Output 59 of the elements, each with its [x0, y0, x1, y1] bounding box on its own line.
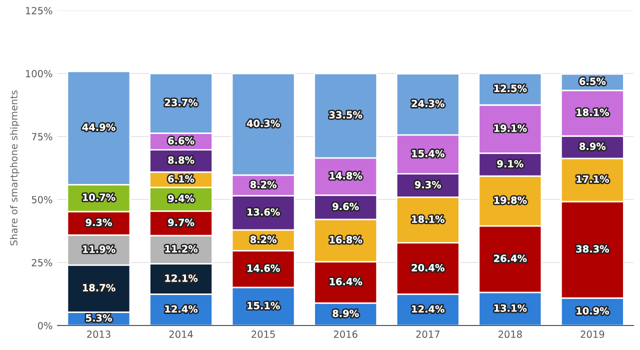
data-label: 18.1% [412, 216, 444, 223]
data-label: 8.9% [580, 142, 606, 150]
x-tick-label: 2016 [334, 330, 358, 338]
data-label: 9.1% [497, 160, 524, 168]
data-label: 10.9% [576, 307, 610, 315]
data-label: 5.3% [86, 314, 112, 322]
data-label: 13.6% [248, 208, 280, 216]
y-tick-label: 100% [26, 70, 52, 78]
data-label: 16.4% [330, 278, 362, 286]
x-tick-label: 2015 [252, 330, 275, 338]
data-label: 12.4% [165, 305, 198, 313]
data-label: 12.5% [494, 84, 527, 92]
x-tick-label: 2017 [416, 330, 440, 338]
data-label: 9.3% [86, 218, 112, 226]
data-label: 8.9% [332, 310, 359, 318]
data-label: 23.7% [164, 98, 198, 106]
data-label: 6.1% [168, 175, 194, 183]
data-label: 38.3% [576, 245, 610, 253]
data-label: 9.4% [168, 194, 194, 202]
data-label: 16.8% [330, 236, 362, 244]
data-label: 24.3% [412, 100, 444, 108]
data-label: 18.7% [82, 284, 116, 292]
x-tick-label: 2014 [169, 330, 193, 338]
data-label: 26.4% [494, 254, 527, 262]
data-label: 11.9% [82, 245, 116, 253]
y-tick-label: 75% [32, 132, 52, 140]
data-label: 9.6% [332, 202, 359, 210]
data-label: 15.4% [412, 150, 444, 158]
data-label: 13.1% [494, 304, 527, 312]
data-label: 9.7% [168, 218, 194, 226]
x-tick-label: 2013 [87, 330, 110, 338]
data-label: 19.8% [494, 196, 527, 204]
data-label: 20.4% [412, 264, 444, 272]
data-label: 19.1% [494, 124, 527, 132]
y-tick-label: 125% [26, 6, 52, 14]
data-label: 33.5% [329, 111, 362, 119]
data-label: 40.3% [246, 120, 280, 128]
x-tick-label: 2018 [498, 330, 522, 338]
y-tick-label: 50% [32, 196, 52, 204]
y-axis-title: Share of smartphone shipments [10, 90, 20, 246]
x-tick-label: 2019 [580, 330, 604, 338]
data-label: 8.8% [168, 156, 194, 164]
data-label: 12.4% [412, 305, 444, 313]
data-label: 14.6% [248, 264, 280, 272]
data-label: 8.2% [250, 180, 276, 188]
data-label: 17.1% [576, 175, 610, 183]
y-tick-label: 0% [38, 322, 52, 330]
data-label: 6.6% [168, 137, 194, 144]
data-label: 9.3% [414, 180, 442, 188]
data-label: 10.7% [82, 194, 116, 201]
y-tick-label: 25% [32, 258, 52, 266]
data-label: 44.9% [82, 124, 116, 131]
data-label: 11.2% [165, 245, 198, 252]
data-label: 15.1% [248, 302, 280, 310]
data-label: 12.1% [165, 274, 198, 282]
data-label: 8.2% [250, 236, 276, 244]
data-label: 14.8% [330, 172, 362, 180]
data-label: 18.1% [576, 108, 610, 116]
data-label: 6.5% [580, 78, 606, 86]
